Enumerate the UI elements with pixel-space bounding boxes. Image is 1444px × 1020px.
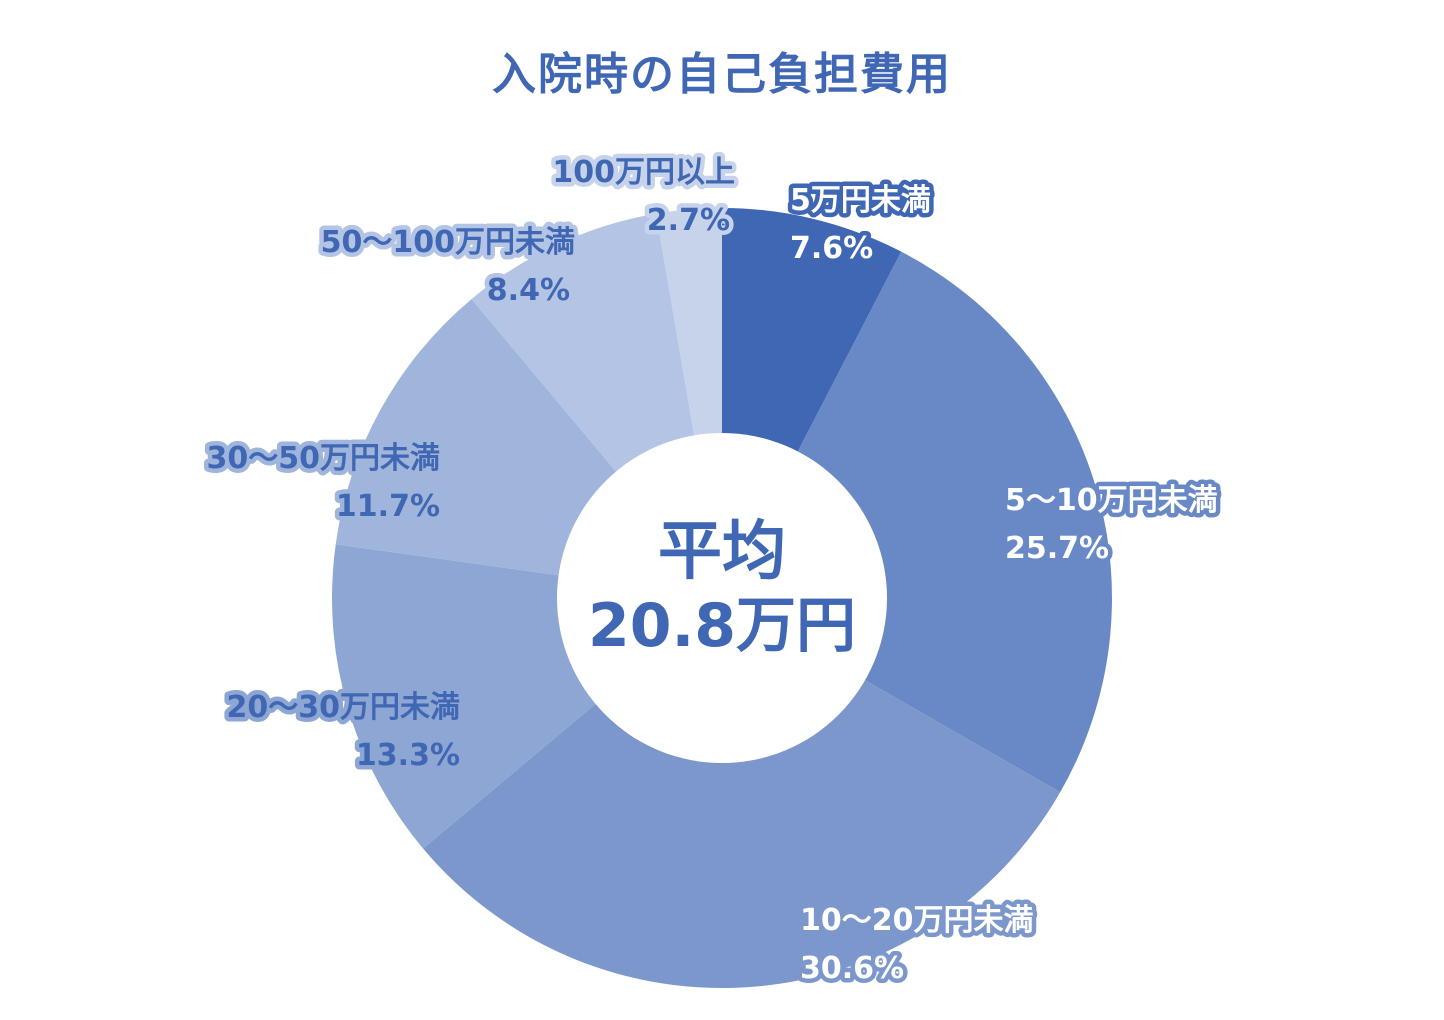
slice-label-3: 10〜20万円未満 xyxy=(800,903,1034,938)
slice-value-2: 25.7% xyxy=(1005,531,1109,566)
donut-hole xyxy=(557,433,887,763)
slice-value-3: 30.6% xyxy=(800,951,904,986)
slice-3 xyxy=(423,598,1061,989)
slice-value-5: 11.7% xyxy=(336,489,440,524)
center-label-amount: 20.8万円 xyxy=(588,591,856,661)
center-label-average: 平均 xyxy=(658,515,786,589)
slice-labels: 5万円未満 7.6% 5〜10万円未満 25.7% 10〜20万円未満 30.6% 20〜3… xyxy=(202,151,1222,991)
slice-label-6: 50〜100万円未満 xyxy=(321,225,575,260)
slice-value-6: 8.4% xyxy=(487,273,570,308)
slice-2 xyxy=(722,251,1113,793)
slice-value-7: 2.7% xyxy=(647,203,730,238)
chart-title: 入院時の自己負担費用 xyxy=(492,49,952,100)
slice-label-4: 20〜30万円未満 xyxy=(227,690,461,725)
slice-label-2: 5〜10万円未満 xyxy=(1005,483,1218,518)
slice-label-5: 30〜50万円未満 xyxy=(207,441,441,476)
slice-value-1: 7.6% xyxy=(790,231,873,266)
slice-label-1: 5万円未満 xyxy=(790,183,931,218)
slice-value-4: 13.3% xyxy=(356,738,460,773)
slice-label-7: 100万円以上 xyxy=(552,155,735,190)
